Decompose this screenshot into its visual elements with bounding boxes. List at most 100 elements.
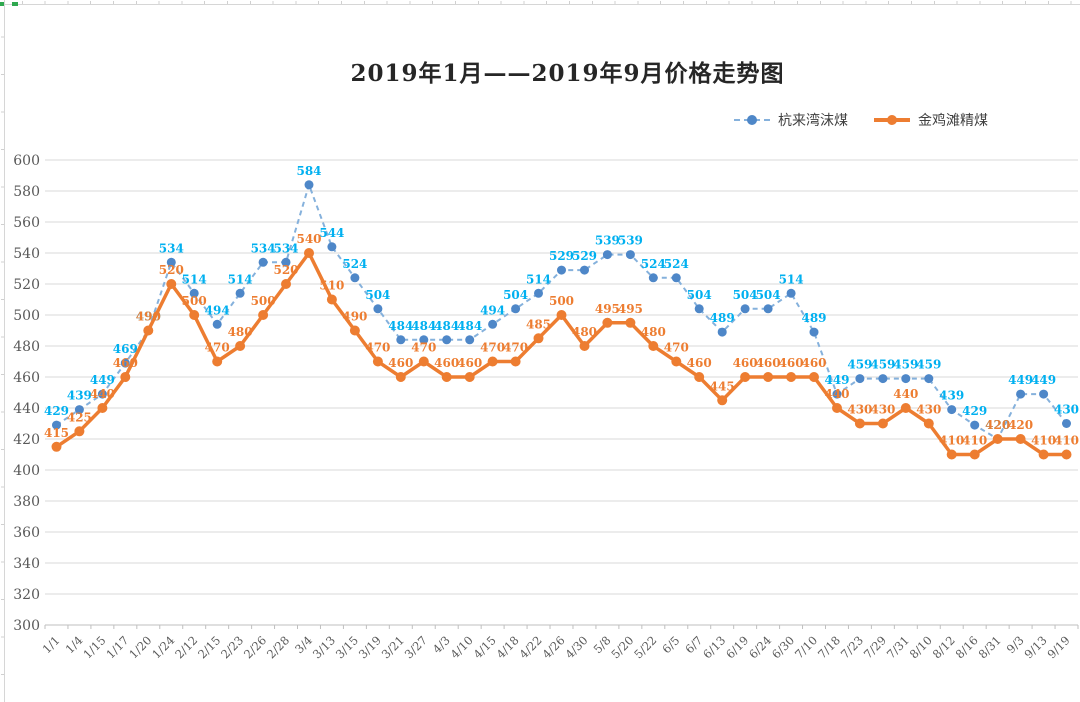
legend-item-jinjitan[interactable]: 金鸡滩精煤 bbox=[874, 110, 988, 130]
y-tick-label: 500 bbox=[13, 308, 40, 324]
data-point-marker[interactable] bbox=[740, 304, 750, 314]
data-point-marker[interactable] bbox=[924, 374, 934, 384]
x-tick-label: 4/15 bbox=[471, 633, 499, 661]
data-point-marker[interactable] bbox=[970, 420, 980, 430]
data-point-marker[interactable] bbox=[648, 273, 658, 283]
data-point-marker[interactable] bbox=[281, 257, 291, 267]
data-point-marker[interactable] bbox=[878, 374, 888, 384]
data-point-marker[interactable] bbox=[717, 395, 728, 406]
data-point-marker[interactable] bbox=[923, 418, 934, 429]
data-point-marker[interactable] bbox=[671, 356, 682, 367]
data-point-marker[interactable] bbox=[625, 250, 635, 260]
data-point-marker[interactable] bbox=[832, 403, 842, 413]
data-point-marker[interactable] bbox=[189, 310, 200, 320]
data-point-marker[interactable] bbox=[235, 288, 245, 298]
data-point-marker[interactable] bbox=[809, 327, 819, 337]
data-point-marker[interactable] bbox=[212, 356, 223, 367]
data-point-marker[interactable] bbox=[671, 273, 681, 283]
data-point-marker[interactable] bbox=[901, 374, 911, 384]
data-point-marker[interactable] bbox=[166, 257, 176, 267]
data-point-marker[interactable] bbox=[648, 341, 659, 351]
data-point-marker[interactable] bbox=[947, 405, 957, 415]
data-point-marker[interactable] bbox=[855, 374, 865, 384]
data-point-marker[interactable] bbox=[832, 389, 842, 399]
data-point-label: 410 bbox=[962, 434, 987, 448]
data-point-marker[interactable] bbox=[602, 317, 613, 328]
data-point-marker[interactable] bbox=[212, 319, 222, 329]
data-point-marker[interactable] bbox=[534, 288, 543, 298]
data-point-marker[interactable] bbox=[602, 250, 612, 260]
data-point-marker[interactable] bbox=[786, 372, 797, 382]
data-point-marker[interactable] bbox=[1016, 389, 1026, 399]
data-point-marker[interactable] bbox=[395, 372, 406, 382]
data-point-marker[interactable] bbox=[120, 358, 130, 368]
data-point-marker[interactable] bbox=[488, 319, 498, 329]
data-point-marker[interactable] bbox=[143, 325, 154, 336]
data-point-marker[interactable] bbox=[418, 356, 429, 367]
data-point-marker[interactable] bbox=[625, 317, 636, 328]
data-point-marker[interactable] bbox=[740, 372, 751, 382]
data-point-marker[interactable] bbox=[350, 273, 360, 283]
data-point-marker[interactable] bbox=[166, 279, 177, 289]
data-point-marker[interactable] bbox=[694, 372, 705, 382]
data-point-marker[interactable] bbox=[511, 304, 521, 314]
data-point-marker[interactable] bbox=[373, 304, 383, 314]
data-point-marker[interactable] bbox=[1015, 434, 1026, 444]
data-point-marker[interactable] bbox=[946, 449, 957, 460]
data-point-marker[interactable] bbox=[464, 372, 475, 382]
data-point-marker[interactable] bbox=[556, 310, 567, 320]
data-point-marker[interactable] bbox=[327, 242, 337, 252]
data-point-marker[interactable] bbox=[304, 248, 314, 258]
data-point-marker[interactable] bbox=[717, 327, 727, 337]
data-point-marker[interactable] bbox=[281, 279, 291, 289]
data-point-marker[interactable] bbox=[258, 310, 269, 320]
data-point-marker[interactable] bbox=[97, 389, 107, 399]
data-point-marker[interactable] bbox=[74, 405, 84, 415]
data-point-marker[interactable] bbox=[694, 304, 704, 314]
data-point-marker[interactable] bbox=[510, 356, 521, 367]
data-point-marker[interactable] bbox=[877, 418, 888, 429]
legend-item-hanglaiwan[interactable]: 杭来湾沫煤 bbox=[734, 110, 848, 130]
chart-title[interactable]: 2019年1月——2019年9月价格走势图 bbox=[350, 60, 785, 87]
data-point-marker[interactable] bbox=[487, 356, 498, 367]
data-point-marker[interactable] bbox=[969, 449, 980, 460]
data-point-marker[interactable] bbox=[763, 304, 773, 314]
data-point-marker[interactable] bbox=[1061, 449, 1072, 460]
data-point-marker[interactable] bbox=[900, 403, 911, 413]
data-point-marker[interactable] bbox=[809, 372, 819, 382]
data-point-marker[interactable] bbox=[349, 325, 360, 336]
data-point-marker[interactable] bbox=[1062, 419, 1071, 428]
data-point-marker[interactable] bbox=[304, 180, 314, 190]
data-point-marker[interactable] bbox=[557, 265, 566, 275]
data-point-marker[interactable] bbox=[396, 335, 406, 345]
data-point-marker[interactable] bbox=[189, 288, 199, 298]
data-point-marker[interactable] bbox=[1038, 449, 1049, 460]
x-axis[interactable]: 1/1 1/41/151/171/201/242/122/152/232/262/… bbox=[40, 633, 1073, 661]
data-point-marker[interactable] bbox=[441, 372, 452, 382]
data-point-label: 500 bbox=[251, 294, 276, 308]
data-point-marker[interactable] bbox=[580, 265, 589, 275]
data-point-marker[interactable] bbox=[854, 418, 865, 429]
data-point-marker[interactable] bbox=[258, 257, 268, 267]
data-point-marker[interactable] bbox=[235, 341, 246, 351]
data-point-marker[interactable] bbox=[97, 403, 108, 413]
data-point-marker[interactable] bbox=[120, 372, 131, 382]
data-point-marker[interactable] bbox=[1039, 389, 1049, 399]
legend-label: 金鸡滩精煤 bbox=[918, 113, 988, 129]
data-point-marker[interactable] bbox=[992, 434, 1003, 444]
data-point-marker[interactable] bbox=[579, 341, 590, 351]
data-point-marker[interactable] bbox=[74, 426, 85, 437]
data-point-marker[interactable] bbox=[372, 356, 383, 367]
series-0: 4294394494694905345144945145345345845445… bbox=[44, 164, 1079, 444]
y-axis[interactable]: 300 320 340 360 380 400 420 440 460 480 500 520 540 5… bbox=[13, 153, 40, 634]
data-point-marker[interactable] bbox=[419, 335, 429, 345]
data-point-marker[interactable] bbox=[442, 335, 452, 345]
data-point-marker[interactable] bbox=[786, 288, 796, 298]
data-point-marker[interactable] bbox=[326, 294, 337, 305]
data-point-marker[interactable] bbox=[533, 333, 544, 344]
data-point-marker[interactable] bbox=[465, 335, 475, 345]
data-point-marker[interactable] bbox=[51, 441, 62, 452]
data-point-marker[interactable] bbox=[52, 420, 61, 430]
data-point-marker[interactable] bbox=[763, 372, 774, 382]
